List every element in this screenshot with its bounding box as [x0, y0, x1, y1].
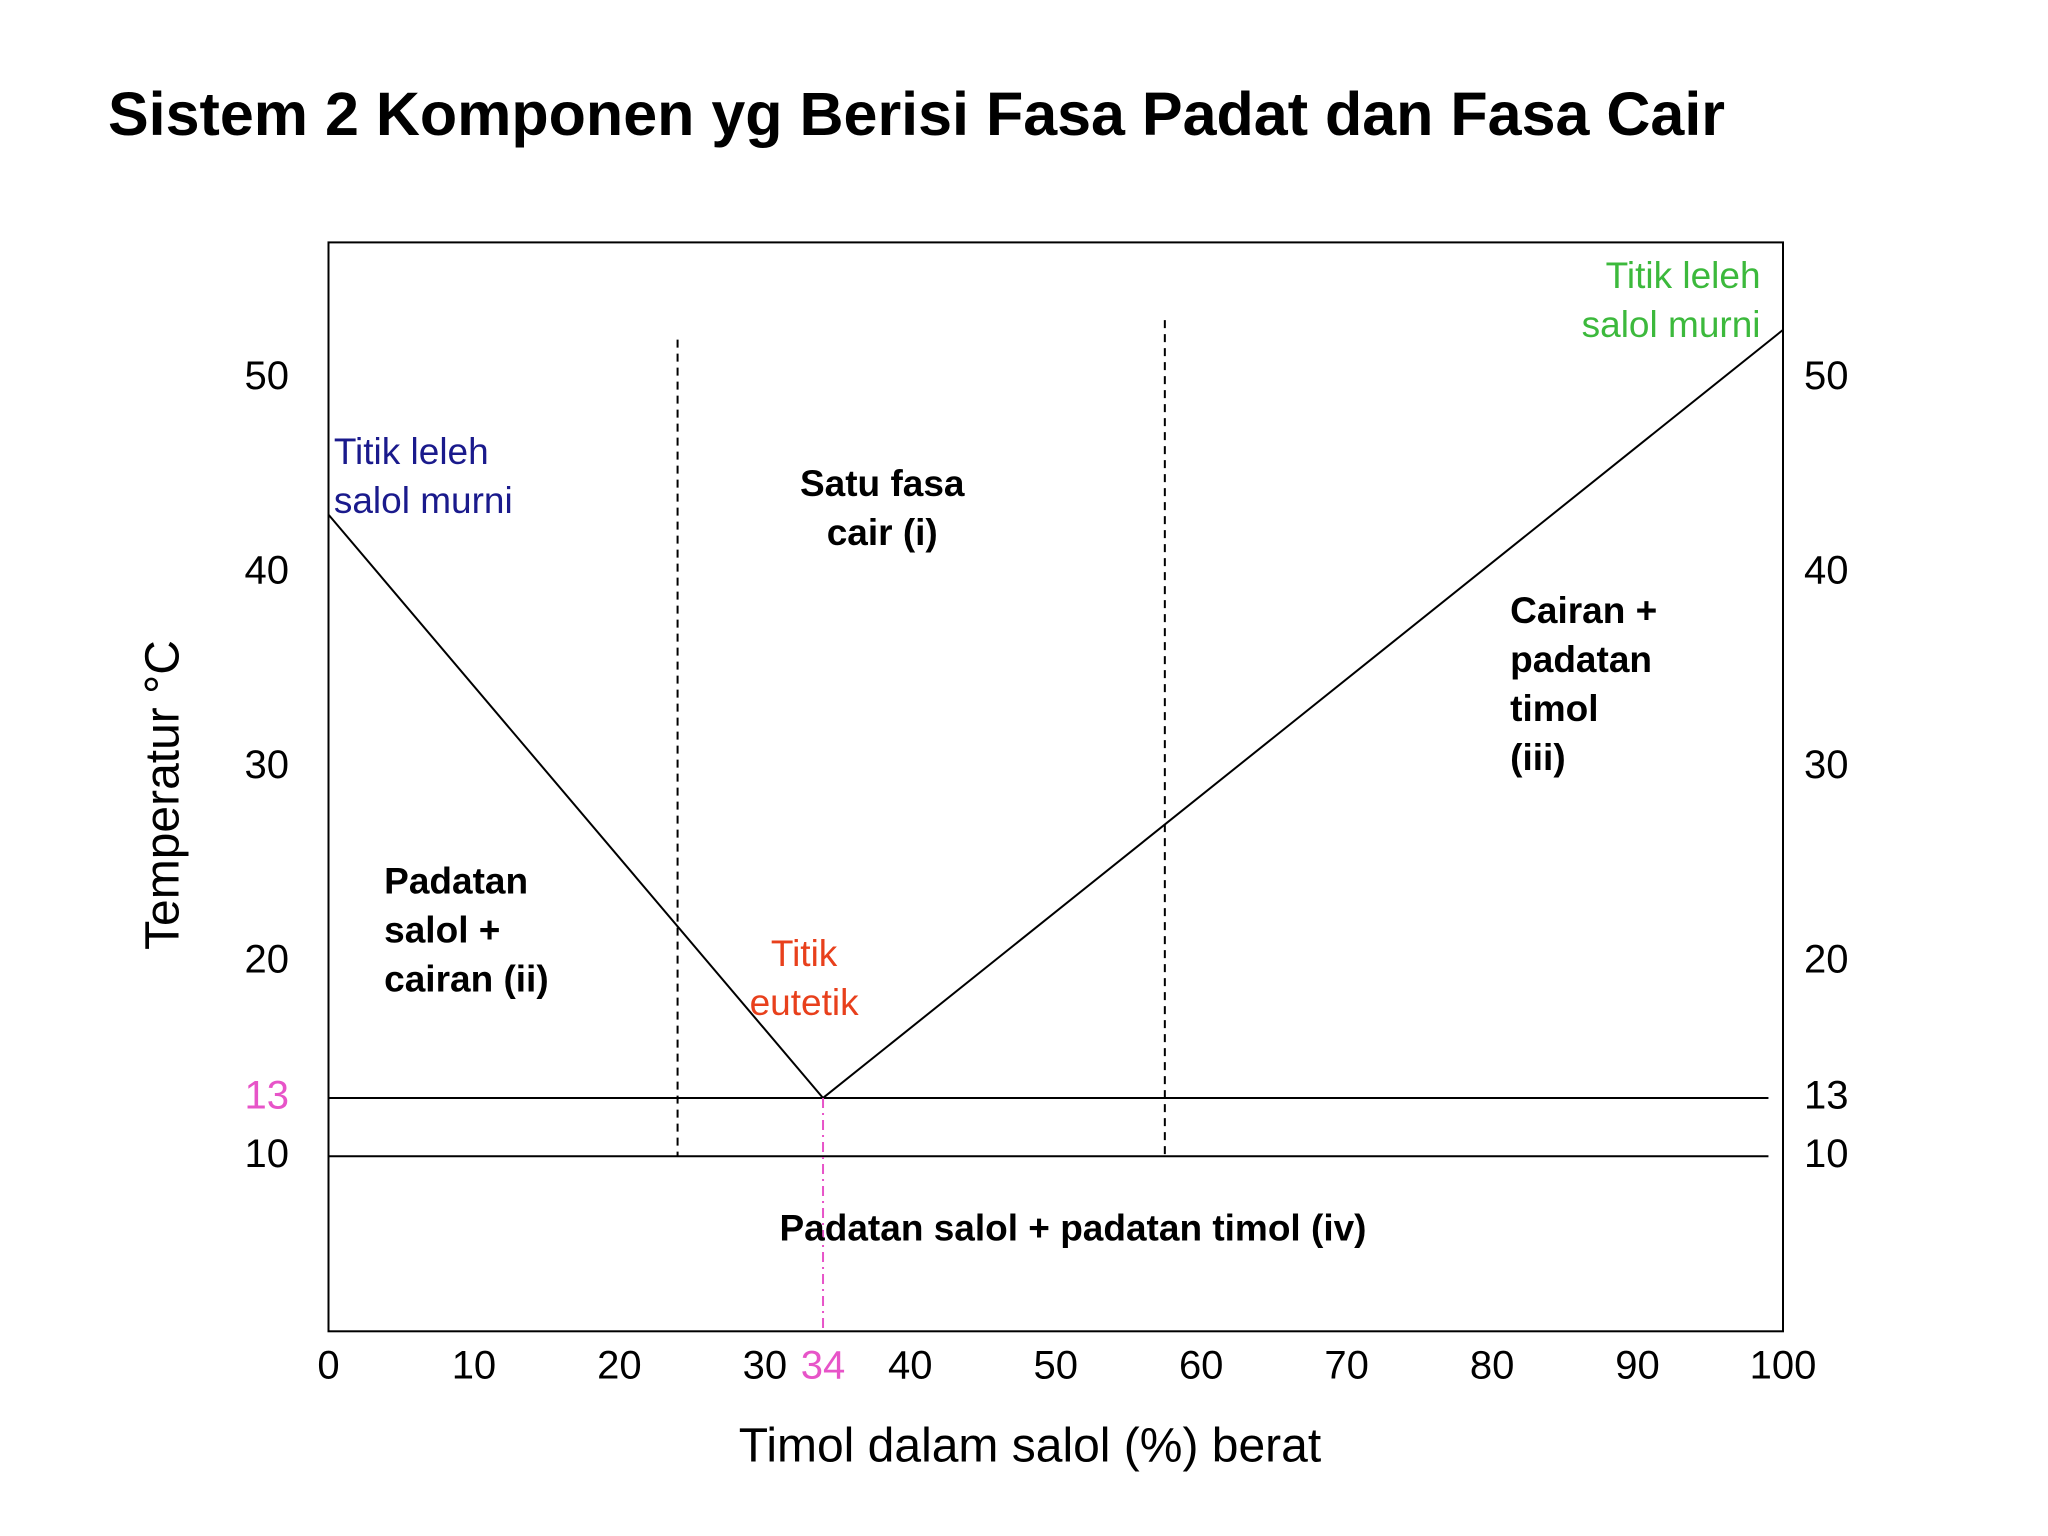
y-tick-label: 30 — [245, 743, 290, 787]
annotation: salol + — [384, 909, 500, 950]
annotation: Titik — [771, 933, 838, 974]
chart-title: Sistem 2 Komponen yg Berisi Fasa Padat d… — [108, 80, 1725, 148]
x-tick-label: 100 — [1750, 1344, 1817, 1388]
annotation: timol — [1510, 688, 1598, 729]
x-tick-label: 40 — [888, 1344, 933, 1388]
x-tick-label: 0 — [317, 1344, 339, 1388]
annotation: salol murni — [334, 480, 513, 521]
annotation: salol murni — [1582, 304, 1761, 345]
y-tick-label: 40 — [245, 549, 290, 593]
x-axis-label: Timol dalam salol (%) berat — [739, 1420, 1321, 1473]
x-tick-label: 30 — [743, 1344, 788, 1388]
y2-tick-label: 50 — [1804, 354, 1849, 398]
annotation: Satu fasa — [800, 463, 965, 504]
annotation: Padatan — [384, 860, 528, 901]
annotation: Padatan salol + padatan timol (iv) — [780, 1207, 1367, 1248]
y2-tick-label: 40 — [1804, 549, 1849, 593]
x-tick-label: 90 — [1615, 1344, 1660, 1388]
annotation: cairan (ii) — [384, 958, 549, 999]
y-axis-label: Temperatur °C — [137, 640, 190, 950]
y-tick-label: 10 — [245, 1132, 290, 1176]
annotation: Titik leleh — [334, 431, 489, 472]
y2-tick-label: 10 — [1804, 1132, 1849, 1176]
plot-frame — [327, 241, 1784, 1333]
y-tick-label: 13 — [245, 1074, 290, 1118]
y-tick-label: 20 — [245, 937, 290, 981]
x-tick-label: 34 — [801, 1344, 846, 1388]
y2-tick-label: 30 — [1804, 743, 1849, 787]
annotation: Cairan + — [1510, 590, 1657, 631]
x-tick-label: 50 — [1034, 1344, 1079, 1388]
y2-tick-label: 20 — [1804, 937, 1849, 981]
x-tick-label: 70 — [1324, 1344, 1369, 1388]
x-tick-label: 10 — [452, 1344, 497, 1388]
x-tick-label: 20 — [597, 1344, 642, 1388]
annotation: (iii) — [1510, 737, 1565, 778]
annotation: eutetik — [750, 982, 860, 1023]
annotation: cair (i) — [827, 512, 938, 553]
annotation: padatan — [1510, 639, 1652, 680]
x-tick-label: 80 — [1470, 1344, 1515, 1388]
y-tick-label: 50 — [245, 354, 290, 398]
annotation: Titik leleh — [1606, 255, 1761, 296]
y2-tick-label: 13 — [1804, 1074, 1849, 1118]
x-tick-label: 60 — [1179, 1344, 1224, 1388]
